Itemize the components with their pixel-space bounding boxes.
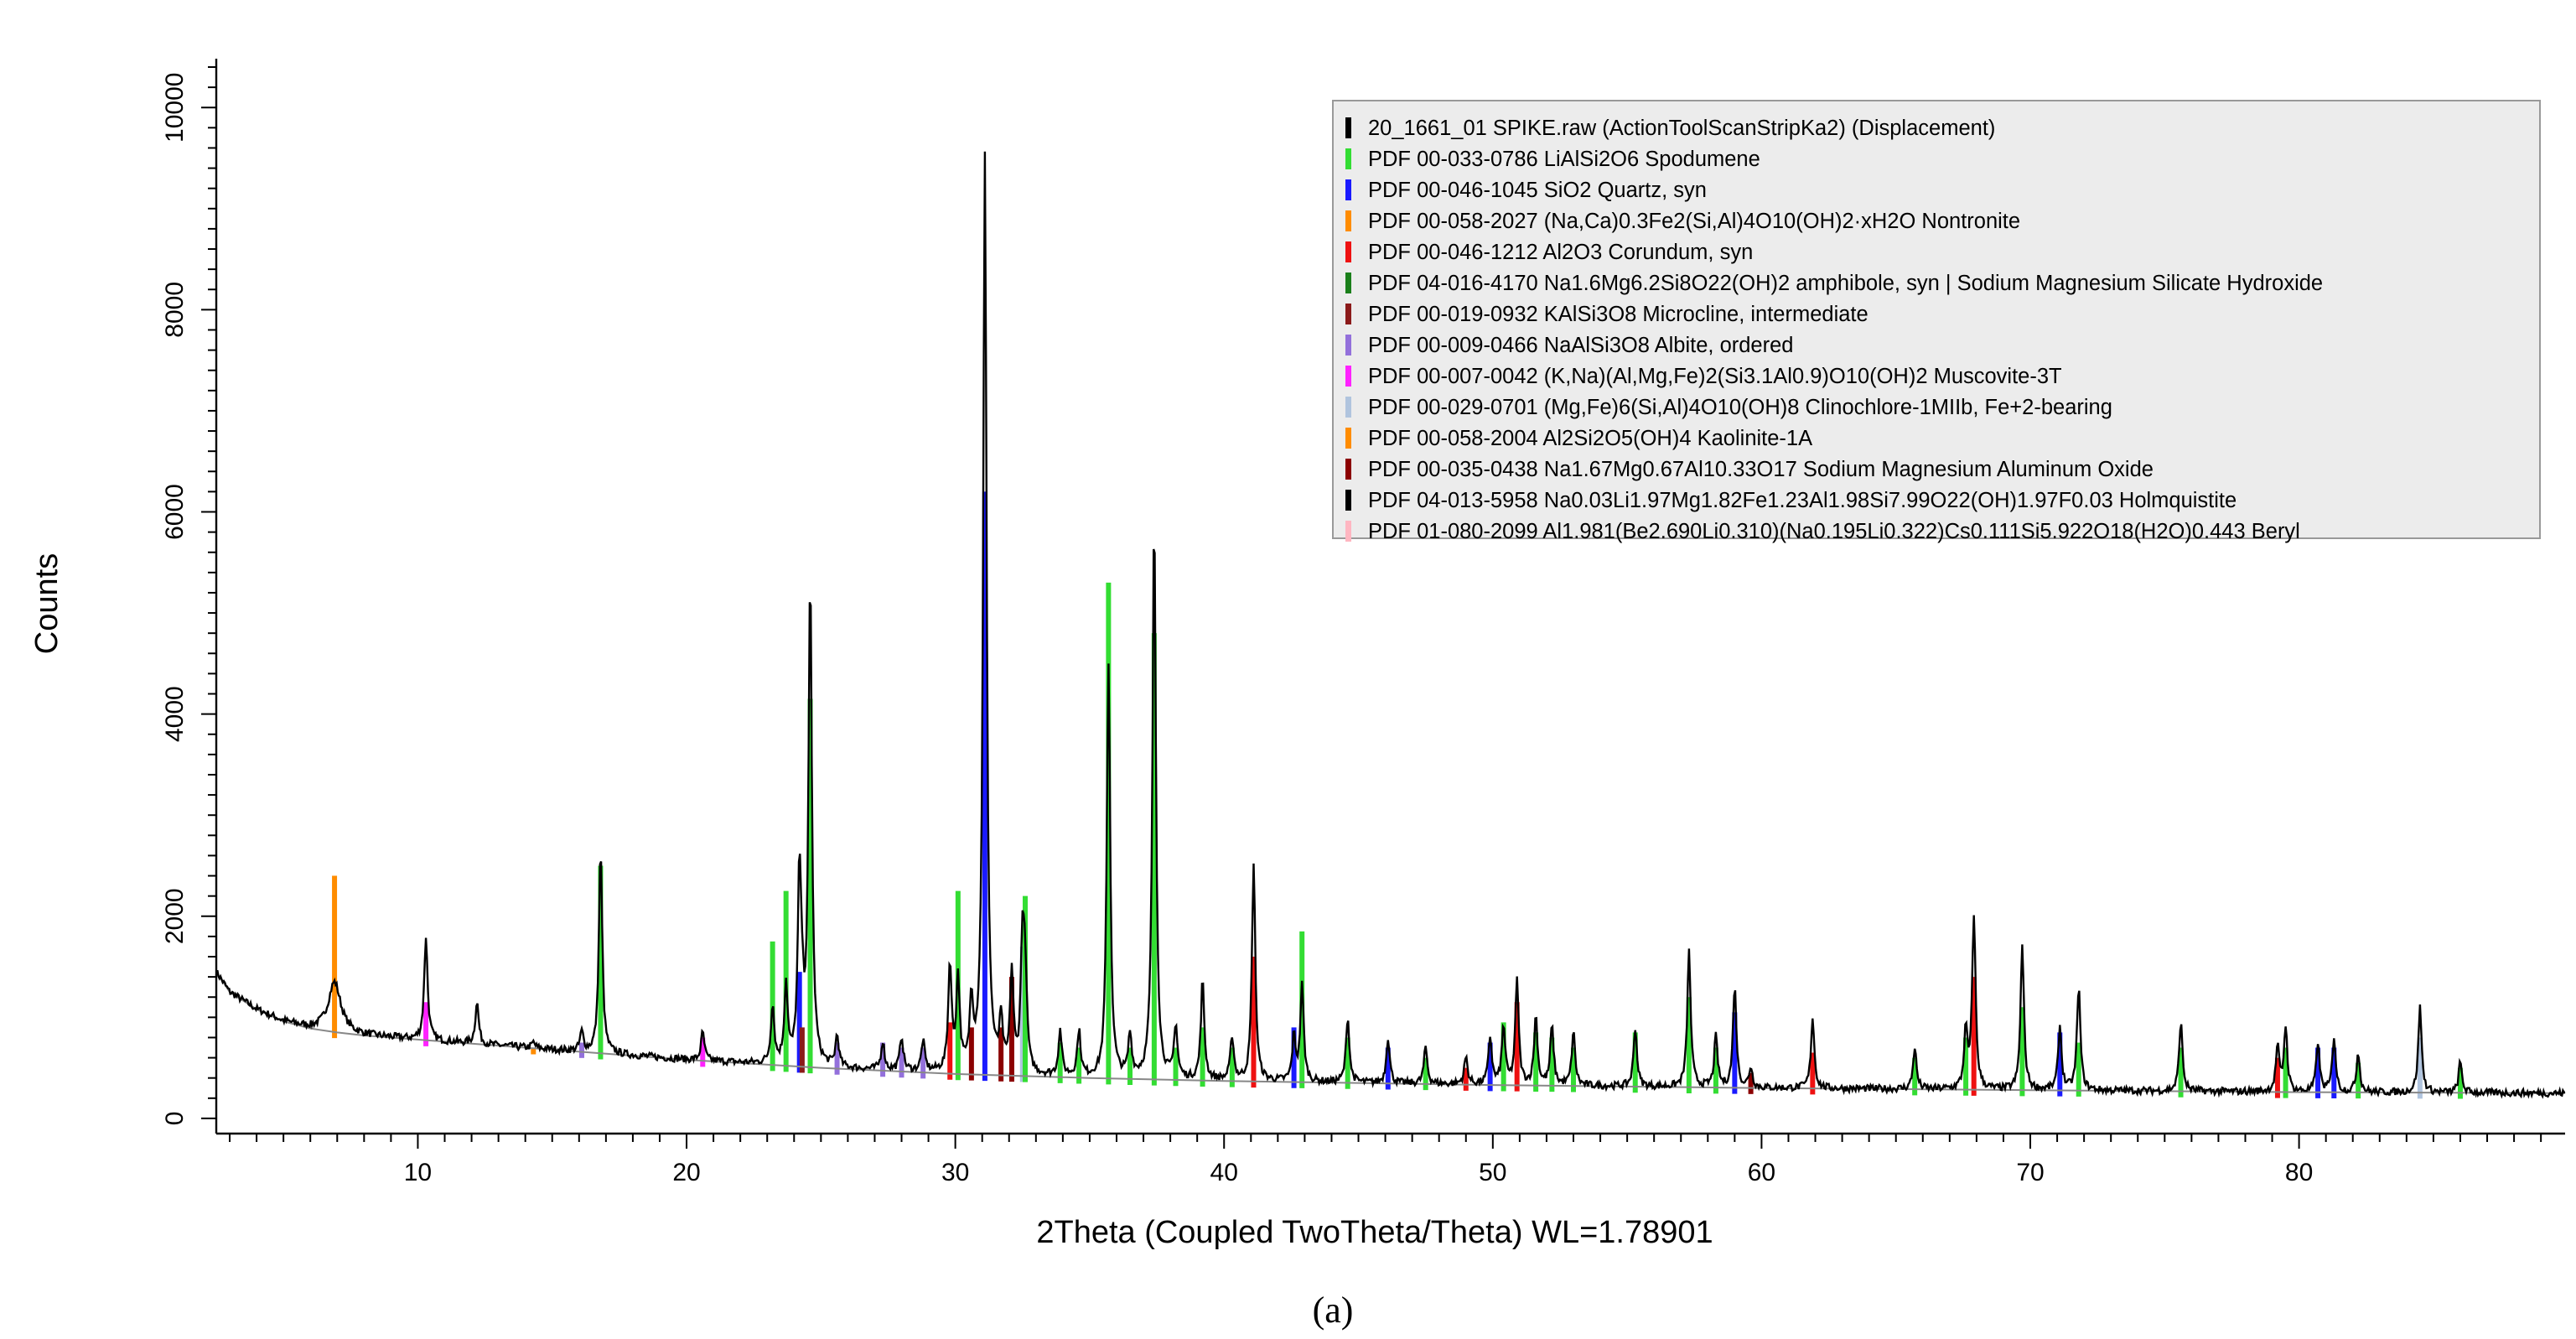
y-axis-ticks: 0 2000 4000 6000 8000 10000	[161, 66, 216, 1126]
x-tick-label-80: 80	[2285, 1159, 2313, 1186]
x-axis-ticks: 10 20 30 40 50 60 70 80	[229, 1134, 2542, 1186]
legend-entry-9: PDF 00-029-0701 (Mg,Fe)6(Si,Al)4O10(OH)8…	[1368, 396, 2112, 419]
y-tick-label-10000: 10000	[161, 73, 189, 143]
legend-entry-6: PDF 00-019-0932 KAlSi3O8 Microcline, int…	[1368, 303, 1869, 326]
legend-swatch-1	[1345, 148, 1351, 169]
legend-entry-0: 20_1661_01 SPIKE.raw (ActionToolScanStri…	[1368, 117, 1995, 140]
legend-swatch-9	[1345, 397, 1351, 418]
x-tick-label-30: 30	[941, 1159, 969, 1186]
x-tick-label-20: 20	[672, 1159, 700, 1186]
legend-swatch-2	[1345, 179, 1351, 200]
legend-swatch-0	[1345, 117, 1351, 138]
legend-swatch-4	[1345, 241, 1351, 262]
y-tick-label-8000: 8000	[161, 282, 189, 338]
legend-entry-5: PDF 04-016-4170 Na1.6Mg6.2Si8O22(OH)2 am…	[1368, 272, 2323, 295]
y-tick-label-6000: 6000	[161, 484, 189, 540]
legend-entry-10: PDF 00-058-2004 Al2Si2O5(OH)4 Kaolinite-…	[1368, 427, 1812, 450]
legend-entry-13: PDF 01-080-2099 Al1.981(Be2.690Li0.310)(…	[1368, 520, 2300, 543]
legend-swatch-12	[1345, 490, 1351, 511]
y-tick-label-0: 0	[161, 1112, 189, 1126]
x-axis-title: 2Theta (Coupled TwoTheta/Theta) WL=1.789…	[1036, 1215, 1713, 1250]
legend-entry-3: PDF 00-058-2027 (Na,Ca)0.3Fe2(Si,Al)4O10…	[1368, 210, 2020, 233]
legend-box	[1332, 100, 2541, 539]
x-tick-label-70: 70	[2016, 1159, 2044, 1186]
legend-entry-8: PDF 00-007-0042 (K,Na)(Al,Mg,Fe)2(Si3.1A…	[1368, 365, 2062, 388]
x-tick-label-10: 10	[404, 1159, 432, 1186]
y-tick-label-2000: 2000	[161, 888, 189, 944]
legend-entry-2: PDF 00-046-1045 SiO2 Quartz, syn	[1368, 179, 1707, 202]
legend-swatch-6	[1345, 304, 1351, 324]
figure-caption: (a)	[1313, 1290, 1354, 1331]
legend-swatch-8	[1345, 366, 1351, 387]
y-tick-label-4000: 4000	[161, 686, 189, 742]
legend-entry-12: PDF 04-013-5958 Na0.03Li1.97Mg1.82Fe1.23…	[1368, 489, 2237, 512]
legend-entry-1: PDF 00-033-0786 LiAlSi2O6 Spodumene	[1368, 148, 1760, 171]
legend-entry-7: PDF 00-009-0466 NaAlSi3O8 Albite, ordere…	[1368, 334, 1793, 357]
legend-swatch-10	[1345, 428, 1351, 449]
legend-swatch-5	[1345, 272, 1351, 293]
legend-swatch-3	[1345, 210, 1351, 231]
y-axis-title: Counts	[29, 553, 65, 654]
x-tick-label-60: 60	[1748, 1159, 1775, 1186]
axes	[215, 59, 2565, 1135]
legend-swatch-11	[1345, 459, 1351, 480]
legend-swatch-7	[1345, 335, 1351, 356]
legend-swatch-13	[1345, 521, 1351, 542]
diffraction-pattern-series	[215, 151, 2566, 1099]
x-tick-label-40: 40	[1210, 1159, 1238, 1186]
x-tick-label-50: 50	[1479, 1159, 1506, 1186]
legend: 20_1661_01 SPIKE.raw (ActionToolScanStri…	[1332, 100, 2541, 543]
legend-entry-4: PDF 00-046-1212 Al2O3 Corundum, syn	[1368, 241, 1753, 264]
legend-entry-11: PDF 00-035-0438 Na1.67Mg0.67Al10.33O17 S…	[1368, 458, 2154, 481]
